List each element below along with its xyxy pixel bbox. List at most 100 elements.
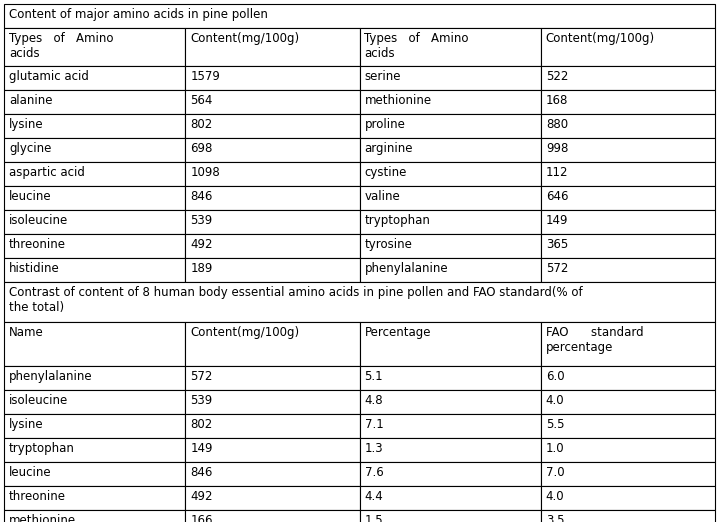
Bar [541,138,715,162]
Text: Content of major amino acids in pine pollen: Content of major amino acids in pine pol… [9,8,268,21]
Bar [360,210,541,234]
Text: aspartic acid: aspartic acid [9,166,85,179]
Text: 7.0: 7.0 [546,466,564,479]
Text: 149: 149 [191,442,213,455]
Text: 1579: 1579 [191,70,220,83]
Bar [541,390,715,414]
Text: leucine: leucine [9,190,52,203]
Bar [186,28,360,66]
Bar [360,138,541,162]
Bar [360,486,541,510]
Bar [186,414,360,438]
Bar [186,258,360,282]
Bar [186,66,360,90]
Bar [541,186,715,210]
Bar [541,366,715,390]
Bar [541,28,715,66]
Text: 539: 539 [191,394,213,407]
Text: Name: Name [9,326,44,339]
Text: methionine: methionine [365,94,431,107]
Text: 572: 572 [546,262,568,275]
Bar [4,234,186,258]
Bar [360,414,541,438]
Text: 189: 189 [191,262,213,275]
Text: 5.1: 5.1 [365,370,383,383]
Text: lysine: lysine [9,418,44,431]
Bar [360,462,541,486]
Text: 539: 539 [191,214,213,227]
Text: 4.4: 4.4 [365,490,383,503]
Bar [360,366,541,390]
Bar [4,66,186,90]
Text: lysine: lysine [9,118,44,131]
Text: isoleucine: isoleucine [9,394,68,407]
Text: valine: valine [365,190,400,203]
Text: tyrosine: tyrosine [365,238,413,251]
Text: methionine: methionine [9,514,76,522]
Text: Content(mg/100g): Content(mg/100g) [191,32,299,45]
Bar [4,282,715,322]
Text: threonine: threonine [9,490,66,503]
Bar [360,28,541,66]
Bar [541,162,715,186]
Bar [186,90,360,114]
Bar [360,114,541,138]
Bar [186,438,360,462]
Bar [4,90,186,114]
Bar [186,210,360,234]
Text: 880: 880 [546,118,568,131]
Text: 4.8: 4.8 [365,394,383,407]
Bar [186,366,360,390]
Text: FAO      standard
percentage: FAO standard percentage [546,326,644,354]
Bar [186,114,360,138]
Bar [541,210,715,234]
Text: 168: 168 [546,94,568,107]
Bar [4,510,186,522]
Text: Types   of   Amino
acids: Types of Amino acids [9,32,114,60]
Text: glycine: glycine [9,142,51,155]
Bar [360,162,541,186]
Text: 564: 564 [191,94,213,107]
Bar [186,486,360,510]
Text: 149: 149 [546,214,568,227]
Bar [541,322,715,366]
Bar [360,258,541,282]
Bar [541,90,715,114]
Text: 6.0: 6.0 [546,370,564,383]
Bar [4,366,186,390]
Bar [360,90,541,114]
Text: leucine: leucine [9,466,52,479]
Bar [360,234,541,258]
Text: tryptophan: tryptophan [365,214,431,227]
Text: 4.0: 4.0 [546,394,564,407]
Text: cystine: cystine [365,166,407,179]
Text: 365: 365 [546,238,568,251]
Bar [360,186,541,210]
Bar [4,462,186,486]
Text: 1.0: 1.0 [546,442,564,455]
Bar [186,138,360,162]
Text: 492: 492 [191,490,213,503]
Bar [541,438,715,462]
Bar [4,186,186,210]
Text: 3.5: 3.5 [546,514,564,522]
Text: 7.1: 7.1 [365,418,383,431]
Text: isoleucine: isoleucine [9,214,68,227]
Text: 998: 998 [546,142,568,155]
Bar [541,486,715,510]
Text: 5.5: 5.5 [546,418,564,431]
Bar [4,138,186,162]
Text: 112: 112 [546,166,568,179]
Text: 492: 492 [191,238,213,251]
Bar [360,66,541,90]
Bar [360,510,541,522]
Bar [541,114,715,138]
Bar [541,510,715,522]
Text: 4.0: 4.0 [546,490,564,503]
Bar [186,234,360,258]
Bar [360,322,541,366]
Bar [4,390,186,414]
Bar [541,462,715,486]
Bar [186,322,360,366]
Bar [541,414,715,438]
